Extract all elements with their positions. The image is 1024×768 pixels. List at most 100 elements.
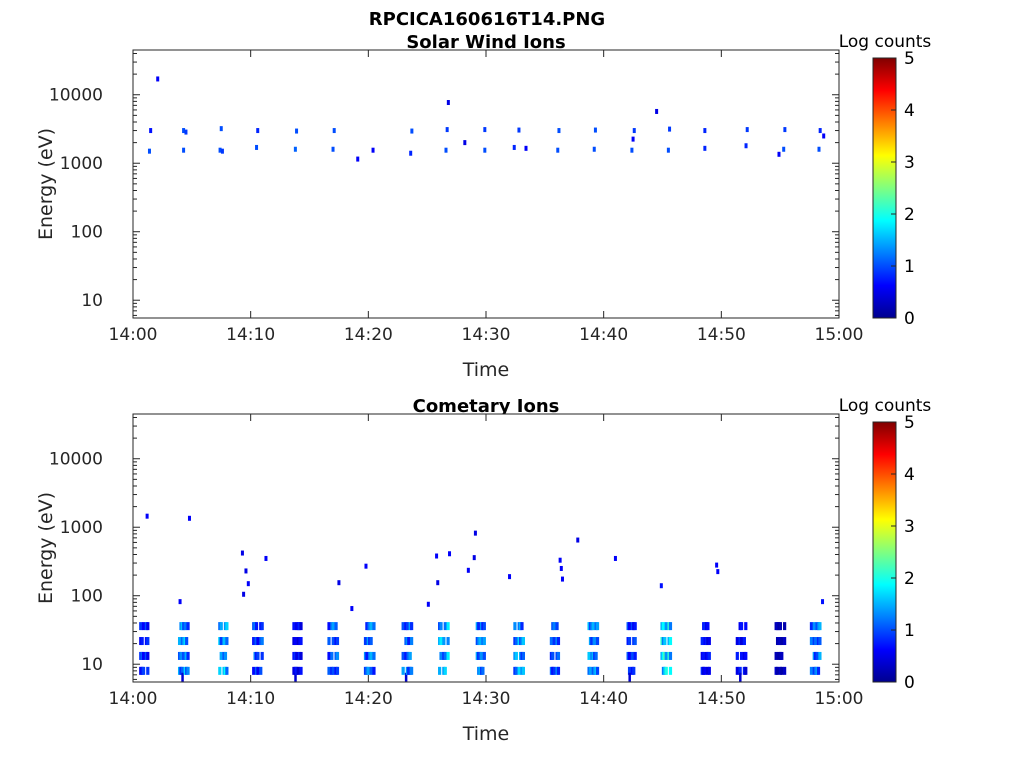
burst-pixel [549, 637, 554, 646]
burst-pixel [219, 651, 223, 660]
burst-pixel [177, 637, 182, 646]
y-axis-label: Energy (eV) [35, 128, 57, 240]
colorbar-tick-label: 0 [904, 673, 915, 693]
burst-pixel [702, 651, 706, 660]
burst-pixel [407, 637, 411, 646]
burst-pixel [146, 637, 150, 646]
burst-pixel [256, 651, 260, 660]
solar-wind-ions-panel: Solar Wind Ions 14:00 14:10 14:20 14:30 14:40… [35, 32, 931, 381]
x-tick-label: 14:40 [579, 689, 628, 709]
burst-pixel [293, 637, 297, 646]
panel-title: Solar Wind Ions [406, 32, 565, 53]
colorbar-label: Log counts [839, 32, 932, 52]
burst-pixel [331, 666, 335, 675]
colorbar: Log counts 0 1 2 3 4 5 [839, 396, 932, 693]
burst-pixel [780, 637, 784, 646]
burst-pixel [595, 666, 600, 675]
y-tick-label: 100 [71, 587, 103, 607]
burst-pixel [588, 666, 593, 675]
burst-pixel [219, 637, 223, 646]
x-tick-label: 15:00 [815, 325, 864, 345]
data-pixel [149, 128, 153, 134]
data-pixel [371, 147, 375, 153]
data-pixel [666, 147, 670, 153]
burst-pixel [556, 666, 561, 675]
data-pixel [147, 148, 151, 154]
burst-pixel [551, 651, 555, 660]
burst-pixel [366, 666, 370, 675]
data-pixel [783, 127, 787, 133]
burst-pixel [439, 637, 443, 646]
burst-pixel [591, 622, 595, 631]
plot-area [132, 413, 840, 683]
figure-title: RPCICA160616T14.PNG [369, 9, 605, 30]
burst-pixel [256, 666, 260, 675]
burst-pixel [146, 651, 150, 660]
data-pixel [184, 129, 188, 135]
plot-area [132, 49, 840, 319]
burst-pixel [186, 666, 190, 675]
data-pixel [593, 127, 597, 133]
burst-pixel [299, 666, 303, 675]
data-pixel [716, 569, 720, 575]
burst-pixel [593, 637, 597, 646]
data-pixel [364, 563, 368, 569]
data-pixel [293, 146, 297, 152]
burst-pixel [587, 651, 591, 660]
burst-pixel [517, 666, 521, 675]
x-tick-label: 15:00 [815, 689, 864, 709]
burst-pixel [405, 622, 409, 631]
burst-pixel [744, 651, 748, 660]
burst-pixel [223, 651, 228, 660]
colorbar-tick-label: 5 [904, 49, 915, 69]
burst-pixel [369, 666, 373, 675]
data-pixel [220, 148, 224, 154]
data-pixel [703, 145, 707, 151]
burst-pixel [327, 637, 331, 646]
burst-pixel [295, 651, 299, 660]
burst-pixel [296, 666, 300, 675]
burst-pixel [225, 666, 229, 675]
burst-pixel [330, 651, 334, 660]
burst-pixel [663, 637, 667, 646]
burst-pixel [294, 672, 297, 682]
burst-pixel [775, 666, 780, 675]
data-pixel [559, 565, 563, 571]
burst-pixel [254, 622, 259, 631]
burst-pixel [139, 622, 143, 631]
burst-pixel [183, 622, 187, 631]
burst-pixel [218, 666, 222, 675]
data-pixel [448, 551, 452, 557]
burst-pixel [739, 622, 744, 631]
x-tick-label: 14:40 [579, 325, 628, 345]
burst-pixel [744, 666, 748, 675]
burst-pixel [481, 666, 485, 675]
burst-pixel [260, 651, 264, 660]
x-tick-label: 14:30 [462, 689, 511, 709]
colorbar-tick-label: 4 [904, 465, 915, 485]
burst-pixel [482, 651, 486, 660]
data-pixel [508, 574, 512, 580]
data-pixel [745, 127, 749, 133]
x-tick-label: 14:30 [462, 325, 511, 345]
burst-pixel [739, 651, 744, 660]
burst-pixel [521, 666, 526, 675]
burst-pixel [818, 637, 822, 646]
burst-pixel [140, 637, 144, 646]
burst-pixel [222, 637, 226, 646]
burst-pixel [783, 622, 787, 631]
data-pixel [242, 591, 246, 597]
burst-pixel [735, 666, 739, 675]
data-layer [139, 513, 825, 682]
burst-pixel [478, 637, 482, 646]
panel-title: Cometary Ions [413, 396, 560, 417]
y-tick-label: 10000 [49, 450, 103, 470]
data-pixel [350, 606, 354, 612]
data-pixel [630, 147, 634, 153]
burst-pixel [438, 666, 442, 675]
burst-pixel [595, 637, 600, 646]
burst-pixel [739, 672, 742, 682]
burst-pixel [299, 651, 303, 660]
burst-pixel [446, 622, 450, 631]
